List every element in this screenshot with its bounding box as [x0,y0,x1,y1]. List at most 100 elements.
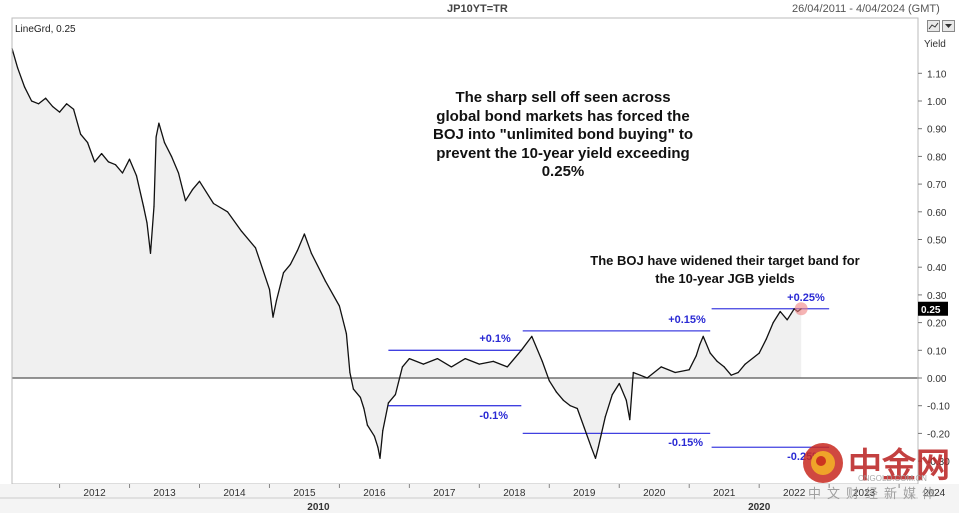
series-point [730,374,732,376]
x-tick-label: 2021 [713,488,736,499]
x-tick-label: 2014 [223,488,246,499]
series-point [155,136,157,138]
series-point [272,316,274,318]
series-point [723,366,725,368]
series-point [541,360,543,362]
series-point [275,299,278,301]
series-point [382,430,384,432]
ticker-symbol: JP10YT=TR [447,3,508,15]
series-point [394,394,396,396]
series-point [660,366,662,368]
series-point [373,435,375,437]
series-point [520,349,522,351]
band-label: +0.25% [787,291,825,304]
y-tick-label: 0.70 [927,180,947,191]
series-point [212,202,215,205]
series-point [324,280,326,282]
series-point [303,233,305,235]
series-point [779,310,781,313]
series-point [492,360,494,362]
series-point [562,399,564,401]
series-point [450,366,452,368]
series-point [289,263,291,265]
series-legend-label: LineGrd, 0.25 [15,24,76,35]
series-area [12,48,802,459]
series-point [436,358,438,360]
y-tick-label: -0.10 [927,402,950,413]
cngold-logo-icon [803,443,843,483]
series-point [142,205,145,207]
series-point [702,335,704,337]
series-point [699,344,701,346]
series-point [17,67,19,69]
series-point [594,457,597,459]
series-point [408,358,410,360]
x-tick-label: 2017 [433,488,456,499]
x-tick-label: 2020 [643,488,666,499]
series-point [709,352,711,354]
series-point [387,402,389,404]
series-point [107,161,110,163]
x-tick-label: 2022 [783,488,806,499]
series-point [422,363,424,365]
series-point [688,369,690,371]
series-point [87,142,89,144]
series-point [765,338,767,340]
series-point [135,175,138,177]
series-point [128,158,131,160]
series-point [24,86,26,88]
annotation-sell-off: The sharp sell off seen across global bo… [432,89,694,180]
series-point [744,363,746,365]
series-point [379,457,381,459]
series-point [38,103,40,105]
x-tick-label: 2015 [293,488,316,499]
watermark-name: 中金网 [848,446,950,486]
annotation-target-band: The BOJ have widened their target band f… [590,253,860,286]
x-major-label: 2010 [307,502,330,513]
series-point [52,105,54,108]
y-tick-label: -0.30 [927,457,950,468]
series-point [184,200,187,202]
collapse-icon[interactable] [942,20,955,32]
series-point [282,272,285,274]
y-tick-label: 0.10 [927,346,947,357]
series-point [149,252,152,254]
series-point [793,308,795,310]
x-tick-label: 2013 [153,488,176,499]
series-point [674,371,676,374]
series-point [153,205,155,207]
series-point [349,371,351,374]
date-range: 26/04/2011 - 4/04/2024 (GMT) [792,3,940,15]
chart-settings-icon[interactable] [927,20,940,32]
series-point [352,388,354,390]
series-point [464,358,466,360]
y-tick-label: -0.20 [927,429,950,440]
series-point [338,305,340,307]
series-point [254,247,257,249]
series-point [583,427,585,429]
series-point [695,355,697,357]
series-point [226,211,229,213]
y-tick-label: 1.00 [927,97,947,108]
series-point [366,424,368,426]
x-tick-label: 2019 [573,488,596,499]
series-point [716,360,718,362]
y-tick-label: 0.00 [927,374,947,385]
y-tick-label: 1.10 [927,69,947,80]
series-point [191,189,194,191]
series-point [158,122,160,124]
series-point [163,142,166,144]
series-point [177,172,180,174]
series-point [268,288,271,290]
series-point [296,250,298,252]
series-point [639,374,641,376]
series-point [363,407,365,410]
x-tick-label: 2023 [853,488,876,499]
band-label: +0.15% [668,313,706,326]
series-point [772,322,774,324]
watermark-subtitle: 中文财经新媒体 [808,487,942,502]
current-value-label: 0.25 [921,305,941,316]
series-point [786,319,788,321]
series-point [59,111,61,113]
x-tick-label: 2016 [363,488,386,499]
